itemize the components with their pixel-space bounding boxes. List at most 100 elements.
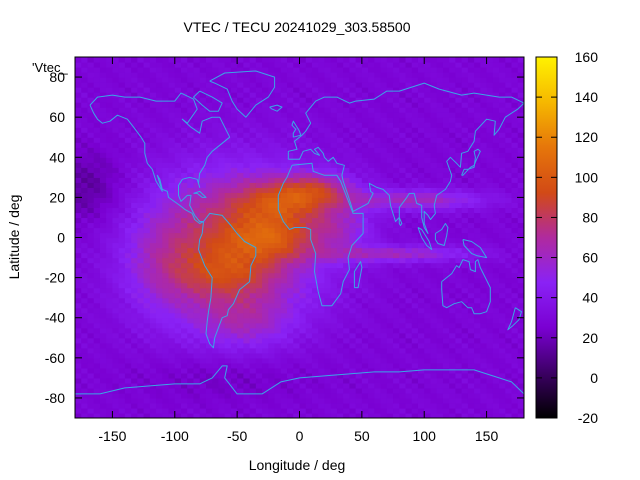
heatmap-cell <box>143 172 151 178</box>
heatmap-cell <box>474 112 481 118</box>
heatmap-cell <box>374 187 382 193</box>
heatmap-cell <box>224 317 232 324</box>
heatmap-cell <box>368 297 375 304</box>
heatmap-cell <box>349 132 357 138</box>
heatmap-cell <box>156 97 163 103</box>
heatmap-cell <box>380 377 388 384</box>
heatmap-cell <box>149 122 157 128</box>
heatmap-cell <box>436 407 444 414</box>
heatmap-cell <box>386 272 394 279</box>
heatmap-cell <box>299 162 307 168</box>
heatmap-cell <box>455 342 463 349</box>
heatmap-cell <box>442 352 450 359</box>
heatmap-cell <box>474 332 481 339</box>
heatmap-cell <box>93 227 101 234</box>
heatmap-cell <box>243 232 251 239</box>
heatmap-cell <box>499 132 506 138</box>
heatmap-cell <box>492 217 500 224</box>
heatmap-cell <box>249 102 257 108</box>
heatmap-cell <box>237 257 244 264</box>
heatmap-cell <box>137 57 145 63</box>
heatmap-cell <box>343 137 350 143</box>
heatmap-cell <box>230 267 238 274</box>
heatmap-cell <box>361 337 369 344</box>
heatmap-cell <box>455 57 463 63</box>
heatmap-cell <box>405 82 413 88</box>
heatmap-cell <box>399 177 407 183</box>
heatmap-cell <box>212 302 220 309</box>
heatmap-cell <box>268 182 276 188</box>
heatmap-cell <box>205 322 213 329</box>
heatmap-cell <box>417 87 425 93</box>
heatmap-cell <box>280 77 288 83</box>
heatmap-cell <box>411 232 419 239</box>
heatmap-cell <box>461 267 469 274</box>
heatmap-cell <box>349 142 357 148</box>
heatmap-cell <box>474 182 481 188</box>
heatmap-cell <box>505 277 513 284</box>
heatmap-cell <box>162 302 170 309</box>
heatmap-cell <box>280 357 288 364</box>
heatmap-cell <box>343 407 350 414</box>
heatmap-cell <box>249 207 257 214</box>
heatmap-cell <box>343 57 350 63</box>
heatmap-cell <box>474 197 481 203</box>
heatmap-cell <box>224 107 232 113</box>
heatmap-cell <box>106 182 114 188</box>
heatmap-cell <box>318 387 326 394</box>
heatmap-cell <box>112 117 120 123</box>
heatmap-cell <box>287 412 294 418</box>
heatmap-cell <box>280 247 288 254</box>
heatmap-cell <box>449 97 457 103</box>
heatmap-cell <box>499 407 506 414</box>
heatmap-cell <box>374 107 382 113</box>
heatmap-cell <box>430 312 438 319</box>
heatmap-cell <box>374 402 382 409</box>
heatmap-cell <box>343 102 350 108</box>
heatmap-cell <box>99 172 107 178</box>
heatmap-cell <box>268 367 276 374</box>
heatmap-cell <box>417 397 425 404</box>
heatmap-cell <box>249 327 257 334</box>
heatmap-cell <box>499 172 506 178</box>
heatmap-cell <box>436 267 444 274</box>
heatmap-cell <box>205 122 213 128</box>
heatmap-cell <box>93 157 101 163</box>
heatmap-cell <box>230 197 238 203</box>
heatmap-cell <box>461 67 469 73</box>
heatmap-cell <box>162 182 170 188</box>
heatmap-cell <box>106 152 114 158</box>
heatmap-cell <box>112 162 120 168</box>
heatmap-cell <box>112 137 120 143</box>
heatmap-cell <box>361 222 369 229</box>
heatmap-cell <box>505 312 513 319</box>
heatmap-cell <box>480 372 488 379</box>
heatmap-cell <box>81 87 89 93</box>
heatmap-cell <box>81 217 89 224</box>
heatmap-cell <box>280 167 288 173</box>
heatmap-cell <box>249 347 257 354</box>
heatmap-cell <box>262 152 269 158</box>
heatmap-cell <box>274 172 282 178</box>
heatmap-cell <box>274 127 282 133</box>
heatmap-cell <box>455 97 463 103</box>
heatmap-cell <box>492 392 500 399</box>
heatmap-cell <box>99 127 107 133</box>
heatmap-cell <box>224 377 232 384</box>
heatmap-cell <box>330 347 338 354</box>
heatmap-cell <box>417 292 425 299</box>
heatmap-cell <box>205 252 213 259</box>
heatmap-cell <box>156 267 163 274</box>
heatmap-cell <box>361 207 369 214</box>
heatmap-cell <box>124 162 132 168</box>
heatmap-cell <box>461 112 469 118</box>
heatmap-cell <box>393 227 400 234</box>
heatmap-cell <box>436 317 444 324</box>
heatmap-cell <box>174 252 182 259</box>
heatmap-cell <box>212 207 220 214</box>
heatmap-cell <box>461 227 469 234</box>
heatmap-cell <box>274 147 282 153</box>
heatmap-cell <box>361 82 369 88</box>
heatmap-cell <box>181 322 188 329</box>
heatmap-cell <box>243 407 251 414</box>
